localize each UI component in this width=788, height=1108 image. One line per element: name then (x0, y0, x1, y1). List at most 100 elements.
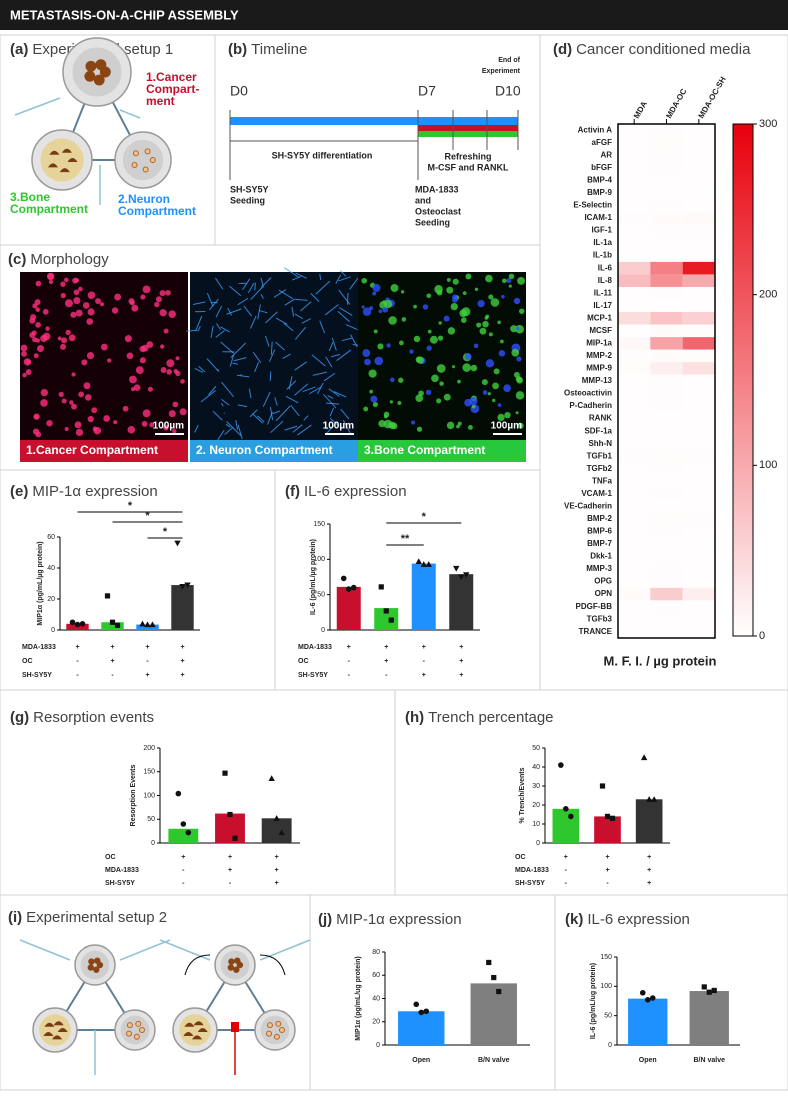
panel-label: (a) (10, 41, 28, 58)
cell (93, 74, 105, 86)
cell-spot (413, 335, 421, 343)
y-axis-label: Resorption Events (130, 764, 137, 826)
cell (144, 148, 151, 155)
data-point (558, 762, 564, 768)
cell-spot (390, 377, 395, 383)
cell-spot (516, 356, 522, 362)
row-label: TGFb2 (587, 464, 613, 473)
heatmap-cell (682, 424, 715, 438)
neurite (294, 326, 306, 340)
cell-spot (436, 364, 446, 373)
neurite (340, 408, 350, 420)
heatmap-cell (682, 136, 715, 150)
neurite (301, 318, 311, 324)
cell-spot (70, 311, 77, 318)
cell-spot (372, 291, 377, 296)
neurite (337, 311, 350, 323)
heatmap-cell (682, 412, 715, 425)
heatmap-cell (618, 462, 651, 476)
row-label: MMP-9 (586, 364, 612, 373)
neurite (210, 325, 214, 338)
cell-spot (508, 273, 515, 280)
cell-spot (139, 345, 146, 353)
cell-spot (459, 309, 468, 318)
cell (126, 1030, 133, 1037)
heatmap-cell (618, 449, 651, 463)
neurite (260, 294, 264, 299)
cell-spot (71, 403, 77, 410)
heatmap-cell (682, 387, 715, 400)
heatmap-cell (618, 387, 651, 400)
cell-spot (452, 294, 458, 300)
data-point (174, 540, 181, 547)
neurite (286, 380, 297, 390)
cell-spot (129, 375, 137, 384)
y-tick-label: 20 (47, 596, 55, 603)
condition-sign: + (180, 672, 184, 679)
heatmap-cell (618, 149, 651, 162)
panel-heading: (i) Experimental setup 2 (8, 909, 167, 926)
cell-spot (383, 419, 393, 429)
cell-spot (425, 389, 432, 396)
cell (135, 1020, 142, 1027)
neurite (247, 282, 255, 294)
cell-spot (40, 388, 49, 397)
cell-spot (485, 359, 495, 368)
row-label: VE-Cadherin (564, 501, 612, 510)
neurite (225, 423, 231, 428)
cell-spot (515, 411, 519, 415)
port (259, 939, 311, 961)
cell-spot (48, 279, 54, 285)
heatmap-cell (618, 324, 651, 338)
cell-spot (75, 428, 84, 437)
data-point (79, 621, 86, 627)
panel-label: (b) (228, 41, 247, 58)
y-tick-label: 10 (532, 821, 540, 828)
cell-spot (46, 420, 53, 427)
row-label: aFGF (592, 138, 613, 147)
cell-spot (517, 276, 525, 285)
cell (192, 1035, 203, 1040)
cell-spot (504, 411, 511, 419)
cell-spot (111, 307, 119, 314)
neurite (312, 371, 328, 376)
cell-spot (160, 367, 167, 373)
row-label: MMP-3 (586, 564, 612, 573)
cell-spot (34, 414, 39, 420)
cell-spot (398, 377, 404, 383)
cell-spot (446, 277, 451, 282)
heatmap-cell (682, 149, 715, 162)
cell-spot (497, 320, 501, 325)
scale-label: 100µm (153, 421, 184, 432)
heatmap-cell (650, 174, 683, 187)
neurite (284, 425, 298, 431)
cell-spot (159, 290, 166, 297)
row-label: IL-11 (594, 288, 613, 297)
cell-spot (377, 343, 384, 350)
neuron-label: Compartment (118, 204, 196, 218)
heatmap-cell (650, 625, 683, 638)
cell-spot (515, 391, 525, 400)
condition-sign: + (459, 672, 463, 679)
heatmap-cell (618, 562, 651, 576)
row-label: BMP-2 (587, 514, 612, 523)
panel-heading: (j) MIP-1α expression (318, 911, 462, 928)
cell-spot (492, 382, 499, 390)
cell-spot (87, 291, 96, 300)
neurite (221, 398, 230, 406)
header-bar (0, 0, 788, 30)
cell (139, 1027, 145, 1033)
heatmap-cell (650, 349, 683, 363)
cell (275, 1020, 282, 1027)
y-axis-label: MIP1α (pg/mL/ug protein) (355, 956, 362, 1040)
y-tick-label: 50 (317, 592, 325, 599)
cell-spot (416, 426, 423, 432)
neurite (292, 424, 303, 433)
cell-spot (456, 424, 460, 429)
neurite (275, 317, 288, 325)
neurite (284, 298, 296, 306)
bar (594, 816, 621, 843)
cell-spot (73, 297, 81, 305)
significance-label: * (422, 511, 427, 523)
neurite (333, 391, 347, 398)
